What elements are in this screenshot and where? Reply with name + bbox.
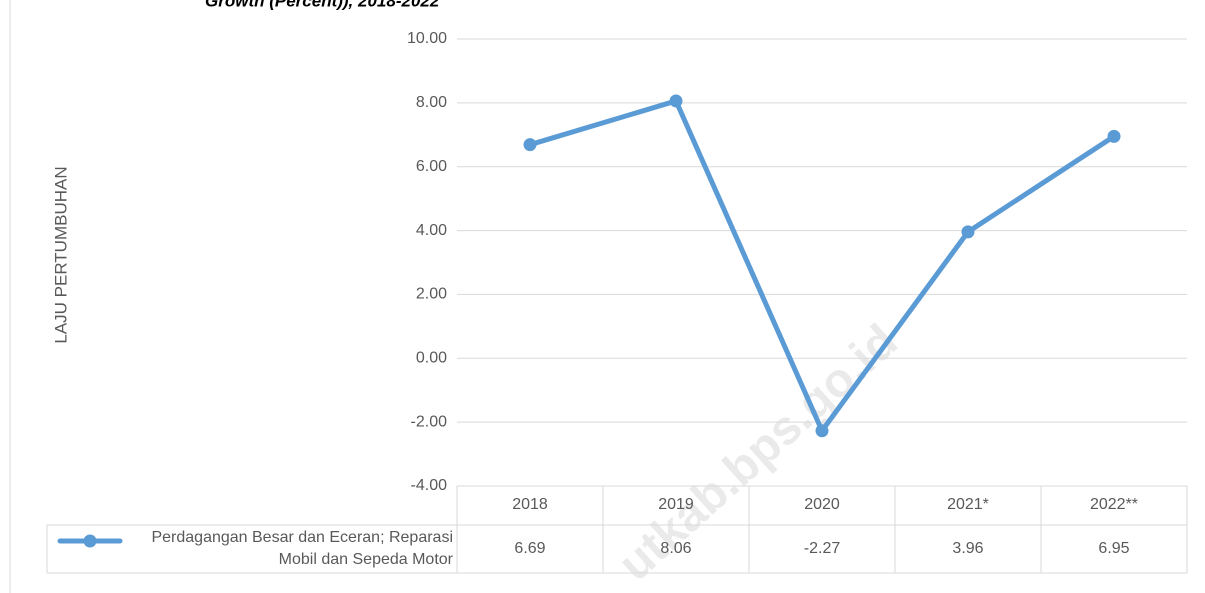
point [815, 424, 829, 438]
y-tick-label: -4.00 [411, 477, 448, 494]
table-value: -2.27 [804, 540, 841, 557]
x-tick-label: 2022** [1090, 496, 1138, 513]
x-tick-label: 2020 [804, 496, 840, 513]
chart-title: Growth (Percent)), 2018-2022 [205, 0, 440, 10]
y-tick-label: 0.00 [416, 350, 447, 367]
y-tick-label: 2.00 [416, 286, 447, 303]
table-value: 8.06 [660, 540, 691, 557]
y-axis-label: LAJU PERTUMBUHAN [51, 166, 70, 343]
point [523, 138, 537, 152]
y-tick-label: 6.00 [416, 158, 447, 175]
table-value: 3.96 [952, 540, 983, 557]
table-value: 6.95 [1098, 540, 1129, 557]
point [1107, 129, 1121, 143]
y-tick-label: 4.00 [416, 222, 447, 239]
table-lines [46, 524, 1187, 574]
x-tick-label: 2021* [947, 496, 989, 513]
table-value: 6.69 [514, 540, 545, 557]
point [961, 225, 975, 239]
y-tick-label: -2.00 [411, 413, 448, 430]
x-tick-label: 2018 [512, 496, 548, 513]
point [669, 94, 683, 108]
y-tick-label: 10.00 [407, 30, 447, 47]
watermark: utkab.bps.go.id [609, 315, 908, 592]
x-tick-label: 2019 [658, 496, 694, 513]
legend-marker [83, 534, 97, 548]
y-tick-label: 8.00 [416, 94, 447, 111]
legend-label: Perdagangan Besar dan Eceran; Reparasi M… [151, 529, 453, 568]
